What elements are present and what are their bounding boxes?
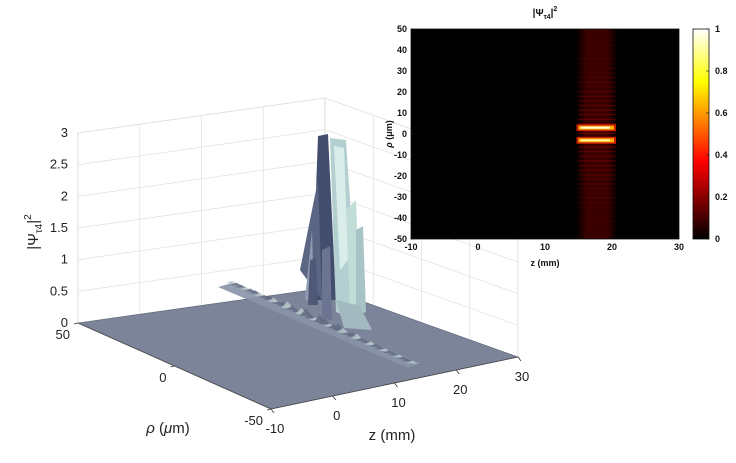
heatmap-y-tick-label: -10 — [394, 150, 407, 160]
heatmap-y-tick-label: -50 — [394, 234, 407, 244]
colorbar-tick-label: 0.6 — [715, 108, 728, 118]
zmm-tick — [270, 408, 275, 414]
ripple-mark — [406, 360, 419, 364]
z-axis-ticks: 0 0.5 1 1.5 2 2.5 3 — [50, 125, 68, 330]
hot-spot-core — [580, 126, 610, 129]
heatmap-x-tick-label: 0 — [475, 242, 480, 252]
ripple-mark — [374, 346, 386, 350]
rho-axis-label: ρρ ( (μm) — [145, 420, 189, 437]
ripple-mark — [267, 297, 280, 303]
ripple-mark — [397, 356, 410, 360]
surface-peak — [300, 134, 372, 330]
ripple-mark — [226, 280, 238, 284]
heatmap-x-label: z (mm) — [531, 258, 560, 268]
rho-axis-line — [77, 322, 272, 410]
heatmap-title: |Ψτ4|2 — [533, 6, 558, 21]
zmm-tick — [394, 382, 398, 388]
colorbar-tick-label: 0.2 — [715, 192, 728, 202]
rho-tick — [73, 322, 79, 325]
heatmap-y-tick-label: 40 — [397, 45, 407, 55]
ripple-mark — [369, 343, 382, 348]
heatmap-y-tick-label: 10 — [397, 108, 407, 118]
heatmap-hot-spots — [576, 124, 616, 144]
zmm-axis-label: z (mm) — [369, 427, 416, 444]
ripple-mark — [253, 293, 266, 297]
z-tick-label: 2 — [61, 188, 68, 203]
peak-side-spike-4 — [308, 258, 318, 305]
heatmap-y-tick-label: -40 — [394, 213, 407, 223]
ripple-mark — [392, 354, 405, 358]
colorbar-tick-label: 0.4 — [715, 150, 728, 160]
ripple-mark — [350, 333, 363, 340]
ripple-mark — [235, 284, 248, 289]
zmm-tick — [517, 356, 522, 362]
z-tick-label: 0 — [61, 315, 68, 330]
peak-highlight — [334, 146, 348, 270]
zmm-tick-label: 10 — [391, 395, 405, 410]
heatmap-y-tick-label: -30 — [394, 192, 407, 202]
hot-spot-core — [580, 139, 610, 142]
heatmap-x-tick-label: -10 — [404, 242, 417, 252]
rho-tick-label: 0 — [159, 370, 166, 385]
rho-tick — [266, 408, 272, 411]
colorbar-tick-label: 0.8 — [715, 66, 728, 76]
ripple-mark — [230, 282, 243, 287]
ripple-mark — [378, 348, 391, 352]
heatmap-x-tick-label: 30 — [674, 242, 684, 252]
ripple-mark — [337, 328, 349, 334]
ripple-mark — [318, 317, 331, 325]
rho-tick — [170, 365, 175, 368]
surface-ridge-streak — [218, 283, 420, 368]
z-tick-label: 2.5 — [50, 157, 68, 172]
ripple-mark — [383, 350, 396, 354]
peak-side-spike-3 — [322, 246, 332, 320]
heatmap-y-tick-label: 20 — [397, 87, 407, 97]
heatmap-x-ticks: -10 0 10 20 30 — [404, 236, 684, 252]
z-axis-label: |Ψτ4|2 — [23, 214, 45, 250]
heatmap-y-tick-label: 0 — [402, 129, 407, 139]
zmm-axis-ticks: -10 0 10 20 30 — [266, 356, 529, 436]
ripple-mark — [355, 337, 368, 342]
heatmap-y-tick-label: 30 — [397, 66, 407, 76]
surface-ripples — [226, 280, 419, 364]
zmm-tick-label: 30 — [515, 369, 529, 384]
heatmap-y-tick-label: 50 — [397, 24, 407, 34]
heatmap-x-tick-label: 10 — [540, 242, 550, 252]
heatmap-area — [411, 29, 679, 239]
zmm-tick-label: -10 — [266, 421, 285, 436]
colorbar-tick-label: 0 — [715, 234, 720, 244]
colorbar — [692, 28, 710, 240]
rho-tick-label: 50 — [56, 327, 70, 342]
zmm-axis-line — [270, 356, 519, 410]
z-tick-label: 1.5 — [50, 220, 68, 235]
heatmap-band — [575, 29, 619, 239]
zmm-tick — [332, 395, 337, 401]
zmm-tick-label: 0 — [333, 408, 340, 423]
heatmap-band-glow — [575, 29, 619, 239]
rho-axis-ticks: 50 0 -50 — [56, 322, 272, 428]
ripple-mark — [304, 314, 317, 319]
colorbar-ticks: 1 0.8 0.6 0.4 0.2 0 — [706, 24, 728, 244]
z-tick-label: 0.5 — [50, 283, 68, 298]
heatmap-y-ticks: 50 40 30 20 10 0 -10 -20 -30 -40 -50 — [394, 24, 414, 244]
rho-tick-label: -50 — [244, 413, 263, 428]
ripple-mark — [300, 308, 312, 317]
zmm-tick-label: 20 — [453, 382, 467, 397]
ripple-mark — [401, 358, 414, 362]
zmm-tick — [455, 369, 460, 375]
ripple-mark — [249, 290, 262, 295]
heatmap-y-tick-label: -20 — [394, 171, 407, 181]
ripple-mark — [286, 305, 299, 311]
heatmap-y-label: ρ (μm) — [384, 120, 394, 148]
colorbar-tick-label: 1 — [715, 24, 720, 34]
peak-front-sheet — [336, 300, 372, 330]
peak-side-spike-2 — [356, 226, 366, 316]
ripple-mark — [387, 352, 400, 356]
z-tick-label: 1 — [61, 252, 68, 267]
z-tick-label: 3 — [61, 125, 68, 140]
heatmap-x-tick-label: 20 — [607, 242, 617, 252]
